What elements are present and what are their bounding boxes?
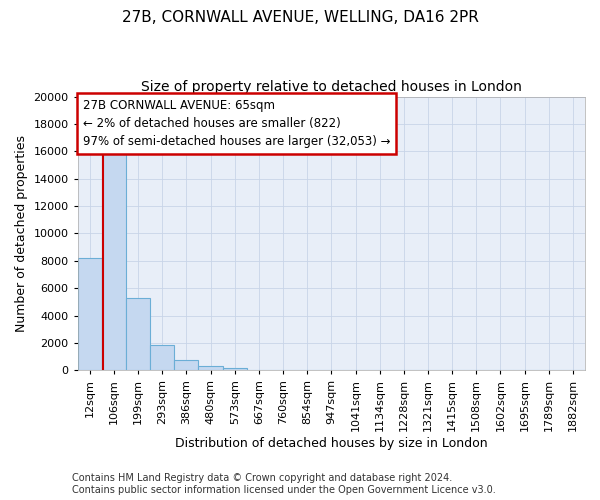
X-axis label: Distribution of detached houses by size in London: Distribution of detached houses by size … [175, 437, 488, 450]
Bar [150, 346, 175, 370]
Text: 27B CORNWALL AVENUE: 65sqm
← 2% of detached houses are smaller (822)
97% of semi: 27B CORNWALL AVENUE: 65sqm ← 2% of detac… [83, 100, 390, 148]
Bar [175, 360, 199, 370]
Y-axis label: Number of detached properties: Number of detached properties [15, 135, 28, 332]
Text: Contains HM Land Registry data © Crown copyright and database right 2024.
Contai: Contains HM Land Registry data © Crown c… [72, 474, 496, 495]
Title: Size of property relative to detached houses in London: Size of property relative to detached ho… [141, 80, 522, 94]
Bar [102, 143, 126, 370]
Bar [199, 366, 223, 370]
Bar [126, 298, 150, 370]
Text: 27B, CORNWALL AVENUE, WELLING, DA16 2PR: 27B, CORNWALL AVENUE, WELLING, DA16 2PR [122, 10, 478, 25]
Bar [78, 258, 102, 370]
Bar [223, 368, 247, 370]
